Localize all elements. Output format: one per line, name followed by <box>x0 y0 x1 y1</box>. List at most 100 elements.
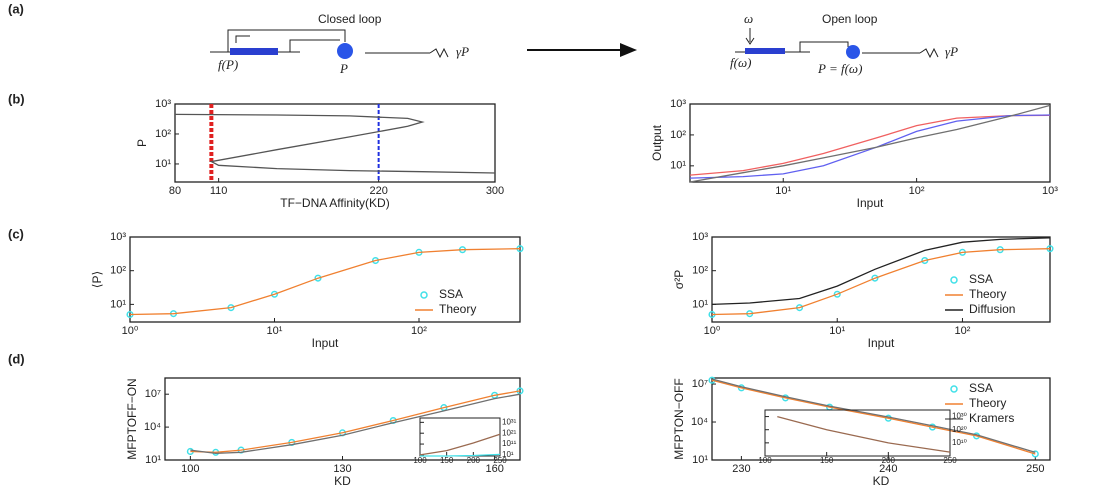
x-tick-label: 10⁰ <box>122 325 139 337</box>
series-line <box>190 393 521 455</box>
x-tick-label: 100 <box>413 456 427 465</box>
diagram-label: f(P) <box>218 57 238 72</box>
legend-swatch <box>420 291 428 299</box>
x-tick-label: 10⁰ <box>704 325 721 337</box>
series-line <box>711 378 1036 454</box>
x-tick-label: 200 <box>467 456 481 465</box>
y-axis-label: ⟨P⟩ <box>90 271 104 288</box>
series-line <box>174 113 496 174</box>
legend-label: SSA <box>969 272 993 286</box>
data-point <box>871 274 879 282</box>
diagram-label: γP <box>456 44 469 59</box>
y-axis-label: Output <box>650 124 664 161</box>
panel-label: (b) <box>8 91 25 106</box>
x-tick-label: 10¹ <box>829 325 845 337</box>
x-tick-label: 10¹ <box>267 325 283 337</box>
y-tick-label: 10² <box>670 129 686 141</box>
y-axis-label: σ²P <box>672 270 686 289</box>
series-line <box>129 248 521 316</box>
x-tick-label: 150 <box>820 456 834 465</box>
y-tick-label: 10⁷ <box>692 378 708 390</box>
plot-frame <box>419 417 501 457</box>
open-loop-diagram <box>735 28 939 59</box>
x-axis-label: TF−DNA Affinity(KD) <box>280 196 389 210</box>
x-axis-label: Input <box>857 196 884 210</box>
series-line <box>711 248 1051 316</box>
legend-label: Kramers <box>969 411 1014 425</box>
legend-label: Diffusion <box>969 302 1015 316</box>
x-tick-label: 10² <box>411 325 427 337</box>
series-line <box>777 415 951 453</box>
plot-frame <box>711 236 1051 323</box>
legend-label: Theory <box>439 302 476 316</box>
x-tick-label: 240 <box>879 463 897 475</box>
x-tick-label: 130 <box>333 463 351 475</box>
series-line <box>689 104 1051 183</box>
y-tick-label: 10¹ <box>692 298 708 310</box>
series-line <box>419 433 501 456</box>
y-tick-label: 10² <box>155 128 171 140</box>
data-point <box>833 290 841 298</box>
plot-frame <box>129 236 521 323</box>
x-tick-label: 80 <box>169 185 181 197</box>
data-point <box>270 290 279 298</box>
x-tick-label: 250 <box>943 456 957 465</box>
x-tick-label: 200 <box>882 456 896 465</box>
diagram-title: Closed loop <box>318 12 382 26</box>
y-tick-label: 10¹ <box>502 450 514 459</box>
legend-label: SSA <box>439 287 463 301</box>
y-axis-label: MFPTOFF−ON <box>125 378 139 459</box>
y-tick-label: 10⁴ <box>691 416 708 428</box>
y-axis-label: MFPTON−OFF <box>672 378 686 459</box>
y-tick-label: 10³ <box>155 98 171 110</box>
x-axis-label: Input <box>868 336 895 350</box>
gene-box <box>745 48 785 54</box>
x-tick-label: 100 <box>181 463 199 475</box>
y-tick-label: 10³ <box>692 231 708 243</box>
diagram-label: γP <box>945 44 958 59</box>
y-axis-label: P <box>135 139 149 147</box>
legend-label: Theory <box>969 287 1006 301</box>
y-tick-label: 10³ <box>110 231 126 243</box>
diagram-title: Open loop <box>822 12 878 26</box>
x-tick-label: 300 <box>486 185 504 197</box>
diagram-label: P = f(ω) <box>817 61 862 76</box>
x-tick-label: 10¹ <box>775 185 791 197</box>
x-axis-label: KD <box>873 474 890 488</box>
protein <box>337 43 353 59</box>
x-tick-label: 10² <box>955 325 971 337</box>
gene-box <box>230 48 278 55</box>
x-tick-label: 10³ <box>1042 185 1058 197</box>
diagram-label: f(ω) <box>730 55 751 70</box>
y-tick-label: 10¹¹ <box>502 439 517 448</box>
legend-swatch <box>950 276 958 284</box>
panel-label: (c) <box>8 226 24 241</box>
y-tick-label: 10³ <box>670 98 686 110</box>
series-line <box>689 114 1051 179</box>
y-tick-label: 10²⁰ <box>952 425 967 434</box>
panel-label: (a) <box>8 1 24 16</box>
series-line <box>689 114 1051 176</box>
x-tick-label: 10² <box>909 185 925 197</box>
diagram-label: P <box>339 61 348 76</box>
x-tick-label: 150 <box>440 456 454 465</box>
y-tick-label: 10² <box>110 265 126 277</box>
y-tick-label: 10²¹ <box>502 428 517 437</box>
data-point <box>314 274 322 282</box>
series-line <box>711 379 1036 455</box>
x-tick-label: 250 <box>493 456 507 465</box>
protein <box>846 45 860 59</box>
y-tick-label: 10¹ <box>110 298 126 310</box>
data-point <box>1031 450 1039 458</box>
y-tick-label: 10² <box>692 265 708 277</box>
panel-label: (d) <box>8 351 25 366</box>
x-tick-label: 160 <box>485 463 503 475</box>
x-tick-label: 110 <box>210 185 228 197</box>
y-tick-label: 10¹ <box>145 454 161 466</box>
y-tick-label: 10⁷ <box>145 388 161 400</box>
x-axis-label: KD <box>334 474 351 488</box>
legend-label: SSA <box>969 381 993 395</box>
y-tick-label: 10¹⁰ <box>952 438 967 447</box>
series-line <box>420 453 501 457</box>
